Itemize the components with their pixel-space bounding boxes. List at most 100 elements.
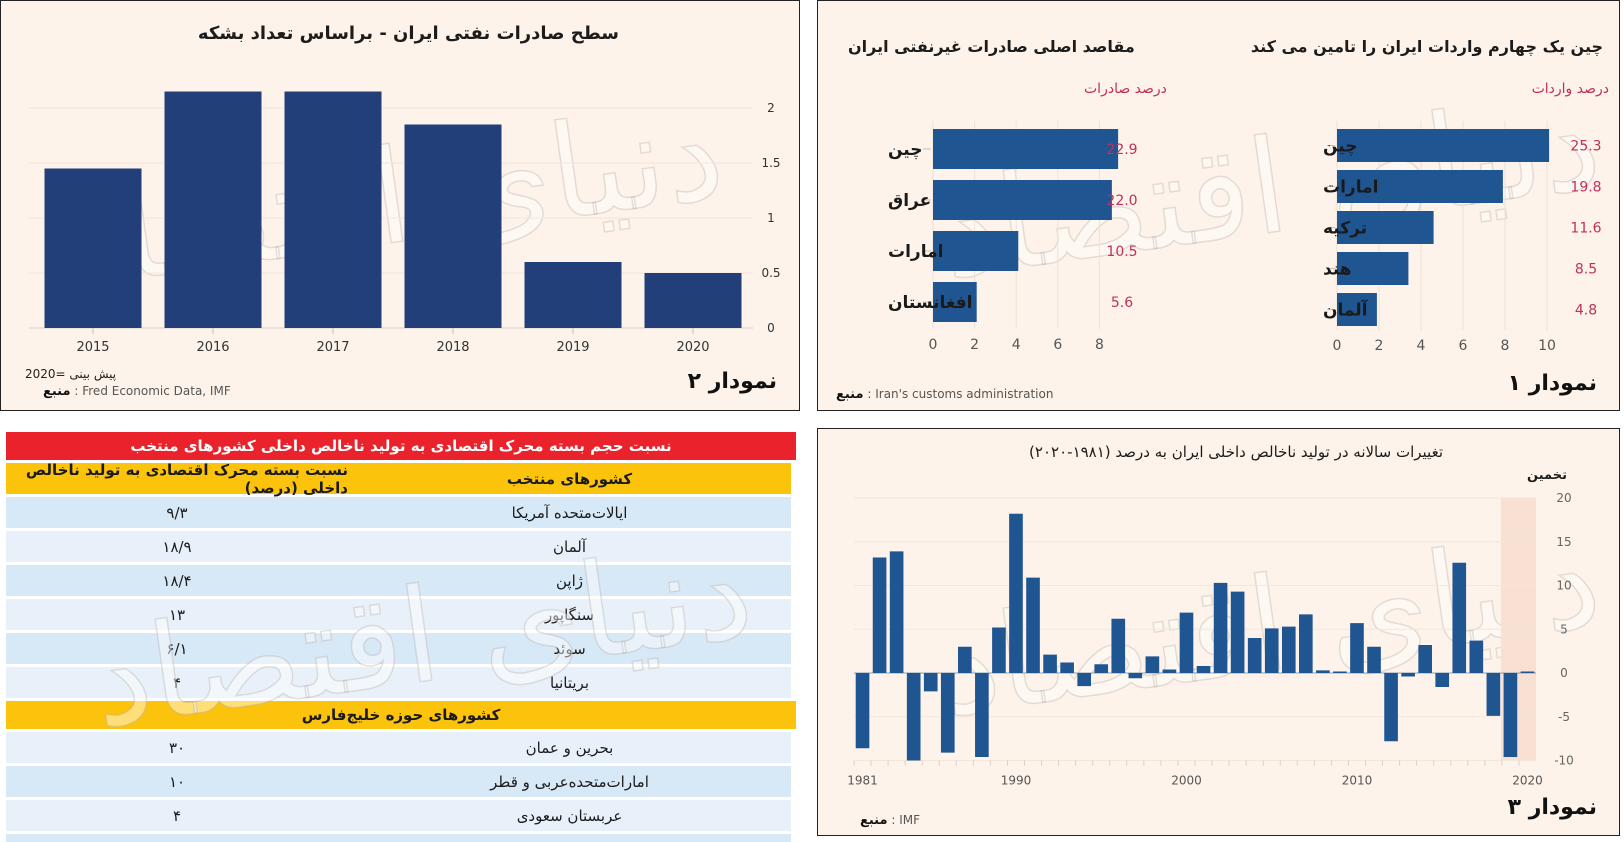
bar-2020 bbox=[1520, 671, 1535, 673]
bar-چین bbox=[1337, 129, 1550, 162]
chart3-panel: دنیای اقتصاد تغییرات سالانه در تولید ناخ… bbox=[817, 428, 1620, 836]
x-tick-label: 4 bbox=[1012, 337, 1021, 353]
bar-1993 bbox=[1060, 662, 1074, 673]
chart2-note: پیش بینی =2020 bbox=[25, 367, 116, 381]
chart1-plot: 0 2 4 6 8 10 چین 25.3 امارات 19.8 ترکیه 11.6 هند 8.5 آ… bbox=[888, 121, 1602, 354]
bar-2011 bbox=[1367, 646, 1381, 673]
bar-2013 bbox=[1401, 673, 1415, 677]
bar-2018 bbox=[1486, 673, 1501, 716]
x-tick-label: 0 bbox=[929, 337, 938, 353]
table-cell-value: ۶/۱ bbox=[6, 633, 348, 664]
chart2-source-text: : Fred Economic Data, IMF bbox=[74, 384, 231, 398]
chart1-source: منبع : Iran's customs administration bbox=[836, 387, 1053, 402]
value-label: 11.6 bbox=[1570, 221, 1601, 237]
bar-2008 bbox=[1316, 670, 1330, 673]
chart3-source-label: منبع bbox=[860, 813, 888, 828]
category-label: امارات bbox=[888, 242, 943, 262]
bar-1984 bbox=[906, 673, 921, 761]
table-row: ژاپن ۱۸/۴ bbox=[6, 565, 796, 596]
bar-1989 bbox=[992, 627, 1006, 673]
table-cell-country: بحرین و عمان bbox=[348, 732, 791, 763]
bar-1992 bbox=[1043, 654, 1057, 673]
x-tick-label: 2010 bbox=[1342, 774, 1373, 788]
bar-1985 bbox=[923, 673, 938, 692]
bar-1998 bbox=[1145, 656, 1160, 673]
table-cell-country: آلمان bbox=[348, 531, 791, 562]
chart3-plot: 20 15 10 5 0 -5 -10 1981 1990 2000 2010 2020 bbox=[847, 491, 1574, 788]
bar-1999 bbox=[1162, 669, 1177, 673]
bar-هند bbox=[1337, 252, 1409, 285]
table-row: سوئد ۶/۱ bbox=[6, 633, 796, 664]
x-tick-label: 1981 bbox=[847, 774, 878, 788]
table-cell-country: ایران bbox=[348, 834, 791, 842]
category-label: چین bbox=[1323, 137, 1358, 157]
table-header-row: کشورهای منتخب نسبت بسته محرک اقتصادی به … bbox=[6, 461, 796, 497]
table-cell-value: ۰/۲ bbox=[6, 834, 348, 842]
bar-1988 bbox=[975, 673, 989, 757]
chart3-title: تغییرات سالانه در تولید ناخالص داخلی ایر… bbox=[1029, 443, 1443, 461]
value-label: 4.8 bbox=[1575, 303, 1597, 319]
y-tick-label: 0.5 bbox=[761, 266, 780, 280]
bar-آلمان bbox=[1337, 293, 1377, 326]
bar-1995 bbox=[1094, 664, 1109, 673]
table-cell-country: ژاپن bbox=[348, 565, 791, 596]
table-cell-value: ۳۰ bbox=[6, 732, 348, 763]
x-tick-label: 8 bbox=[1095, 337, 1104, 353]
category-label: آلمان bbox=[1323, 299, 1369, 321]
chart2-source: منبع : Fred Economic Data, IMF bbox=[43, 384, 231, 399]
x-tick-label: 10 bbox=[1538, 338, 1556, 354]
table-cell-value: ۴ bbox=[6, 800, 348, 831]
bar-امارات bbox=[933, 231, 1019, 271]
table-cell-value: ۹/۳ bbox=[6, 497, 348, 528]
value-label: 19.8 bbox=[1570, 180, 1601, 196]
bar-2007 bbox=[1299, 614, 1313, 673]
value-label: 8.5 bbox=[1575, 262, 1597, 278]
bar-2012 bbox=[1384, 673, 1398, 742]
table-row: بحرین و عمان ۳۰ bbox=[6, 732, 796, 763]
bar-2019 bbox=[1503, 673, 1518, 757]
value-label: 5.6 bbox=[1111, 295, 1133, 311]
y-tick-label: 1 bbox=[767, 211, 775, 225]
category-label: چین bbox=[888, 140, 923, 160]
bar-2015 bbox=[44, 168, 142, 328]
x-tick-label: 2020 bbox=[676, 340, 709, 355]
chart1a-unit-label: درصد واردات bbox=[1531, 81, 1609, 97]
x-tick-label: 2019 bbox=[556, 340, 589, 355]
stimulus-table: نسبت حجم بسته محرک اقتصادی به تولید ناخا… bbox=[6, 432, 796, 842]
category-label: ترکیه bbox=[1323, 219, 1367, 239]
bar-1996 bbox=[1111, 618, 1126, 673]
bar-1990 bbox=[1009, 513, 1023, 673]
bar-2018 bbox=[404, 124, 502, 328]
table-row: آلمان ۱۸/۹ bbox=[6, 531, 796, 562]
table-cell-country: بریتانیا bbox=[348, 667, 791, 698]
x-tick-label: 2017 bbox=[316, 340, 349, 355]
value-label: 22.9 bbox=[1106, 142, 1137, 158]
table-header-country: کشورهای منتخب bbox=[348, 463, 791, 494]
x-tick-label: 2020 bbox=[1512, 774, 1543, 788]
bar-2010 bbox=[1350, 623, 1364, 673]
bar-عراق bbox=[933, 180, 1112, 220]
category-label: هند bbox=[1323, 260, 1352, 280]
table-cell-country: سنگاپور bbox=[348, 599, 791, 630]
x-tick-label: 2 bbox=[1375, 338, 1384, 354]
bar-1991 bbox=[1026, 577, 1040, 673]
chart2-number: نمودار ۲ bbox=[687, 369, 777, 394]
bar-2000 bbox=[1179, 612, 1194, 673]
table-title: نسبت حجم بسته محرک اقتصادی به تولید ناخا… bbox=[6, 432, 796, 460]
category-label: امارات bbox=[1323, 178, 1378, 198]
bar-1981 bbox=[855, 673, 870, 749]
y-tick-label: -5 bbox=[1558, 710, 1570, 724]
bar-1982 bbox=[872, 557, 887, 673]
x-tick-label: 1990 bbox=[1001, 774, 1032, 788]
table-body: ایالات‌متحده آمریکا ۹/۳ آلمان ۱۸/۹ ژاپن ۱۸/۴ س… bbox=[6, 497, 796, 698]
chart2-plot: 0 0.5 1 1.5 2 2015 2016 2017 2018 2019 2020 bbox=[29, 91, 781, 355]
bar-1987 bbox=[958, 646, 972, 673]
value-label: 25.3 bbox=[1570, 139, 1601, 155]
bar-2003 bbox=[1230, 591, 1245, 673]
y-tick-label: 20 bbox=[1556, 491, 1571, 505]
bar-1997 bbox=[1128, 673, 1143, 679]
category-label: عراق bbox=[888, 191, 931, 211]
table-cell-value: ۱۰ bbox=[6, 766, 348, 797]
table-cell-value: ۱۸/۹ bbox=[6, 531, 348, 562]
x-tick-label: 6 bbox=[1459, 338, 1468, 354]
